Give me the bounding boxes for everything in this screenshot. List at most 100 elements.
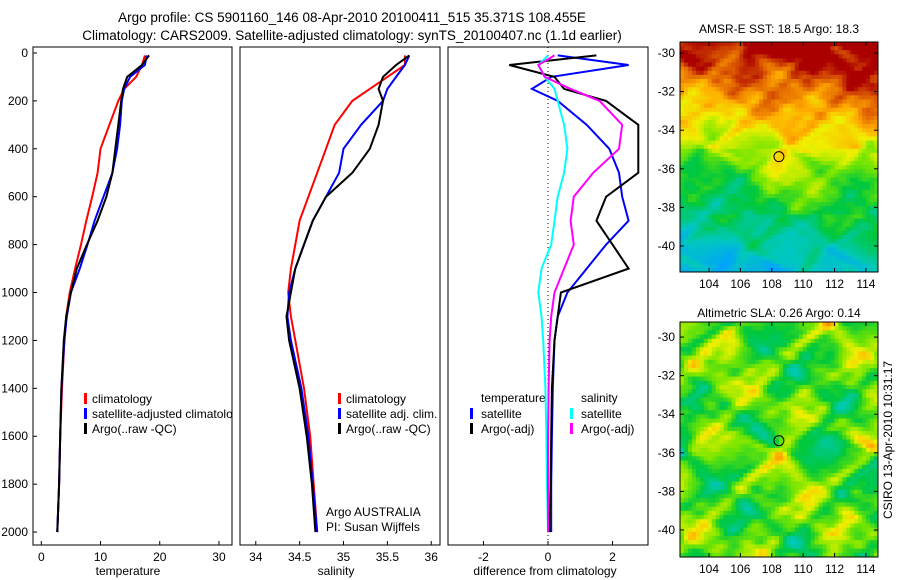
map-cell bbox=[818, 372, 824, 378]
map-cell bbox=[790, 380, 796, 386]
map-cell bbox=[719, 148, 725, 154]
map-cell bbox=[786, 251, 792, 257]
map-cell bbox=[858, 87, 863, 92]
map-cell bbox=[826, 107, 831, 113]
map-cell bbox=[858, 74, 863, 80]
map-cell bbox=[695, 95, 701, 100]
map-cell bbox=[759, 230, 764, 236]
map-cell bbox=[680, 42, 685, 47]
map-cell bbox=[814, 226, 820, 232]
map-cell bbox=[870, 111, 875, 117]
map-cell bbox=[763, 397, 768, 403]
map-cell bbox=[838, 152, 843, 158]
map-cell bbox=[862, 210, 867, 215]
map-cell bbox=[699, 243, 705, 248]
map-cell bbox=[699, 91, 705, 96]
note-pi: PI: Susan Wijffels bbox=[326, 520, 420, 534]
map-cell bbox=[751, 148, 756, 154]
map-cell bbox=[846, 87, 851, 92]
map-cell bbox=[767, 418, 772, 424]
map-cell bbox=[834, 489, 839, 495]
map-cell bbox=[763, 464, 768, 470]
map-cell bbox=[830, 152, 835, 158]
map-cell bbox=[866, 99, 871, 105]
map-cell bbox=[810, 363, 816, 369]
map-cell bbox=[763, 435, 768, 440]
map-cell bbox=[775, 255, 780, 261]
map-cell bbox=[854, 198, 859, 203]
map-cell bbox=[814, 161, 820, 166]
map-cell bbox=[739, 330, 744, 336]
map-cell bbox=[874, 91, 879, 96]
map-cell bbox=[874, 120, 879, 125]
map-cell bbox=[862, 83, 867, 88]
map-cell bbox=[870, 107, 875, 113]
map-cell bbox=[846, 226, 851, 232]
map-cell bbox=[826, 359, 831, 365]
map-cell bbox=[790, 372, 796, 378]
map-cell bbox=[763, 202, 768, 207]
map-cell bbox=[866, 136, 871, 142]
map-cell bbox=[834, 389, 839, 394]
map-cell bbox=[751, 401, 756, 407]
map-cell bbox=[814, 165, 820, 170]
map-cell bbox=[806, 372, 812, 378]
map-cell bbox=[695, 342, 701, 348]
map-cell bbox=[782, 206, 788, 211]
map-cell bbox=[870, 115, 875, 121]
map-cell bbox=[838, 148, 843, 154]
map-cell bbox=[858, 435, 863, 440]
map-cell bbox=[779, 401, 784, 407]
map-cell bbox=[771, 322, 776, 327]
map-cell bbox=[775, 181, 780, 187]
map-cell bbox=[707, 66, 713, 72]
map-cell bbox=[806, 468, 812, 474]
map-cell bbox=[866, 198, 871, 203]
map-cell bbox=[731, 351, 736, 357]
map-cell bbox=[731, 152, 736, 158]
map-cell bbox=[715, 489, 721, 495]
map-cell bbox=[782, 372, 788, 378]
map-cell bbox=[755, 50, 760, 55]
map-cell bbox=[830, 50, 835, 55]
map-cell bbox=[687, 456, 693, 461]
map-cell bbox=[834, 185, 839, 191]
map-cell bbox=[779, 338, 784, 344]
map-cell bbox=[814, 401, 820, 407]
map-cell bbox=[874, 485, 879, 491]
map-cell bbox=[755, 152, 760, 158]
map-cell bbox=[683, 342, 689, 348]
map-cell bbox=[683, 414, 689, 420]
map-cell bbox=[850, 144, 855, 150]
map-cell bbox=[731, 355, 736, 361]
map-cell bbox=[691, 115, 697, 121]
map-cell bbox=[751, 460, 756, 466]
map-cell bbox=[759, 267, 764, 273]
map-cell bbox=[822, 456, 828, 461]
map-cell bbox=[755, 177, 760, 183]
map-cell bbox=[866, 169, 871, 174]
map-cell bbox=[735, 330, 740, 336]
map-cell bbox=[727, 267, 732, 273]
map-cell bbox=[735, 136, 740, 142]
map-cell bbox=[782, 267, 788, 273]
map-cell bbox=[719, 165, 725, 170]
map-cell bbox=[850, 239, 855, 244]
map-cell bbox=[838, 185, 843, 191]
map-cell bbox=[727, 239, 732, 244]
map-cell bbox=[775, 251, 780, 257]
map-cell bbox=[731, 50, 736, 55]
map-cell bbox=[731, 132, 736, 137]
map-cell bbox=[743, 342, 748, 348]
map-cell bbox=[699, 494, 705, 499]
map-cell bbox=[743, 464, 748, 470]
map-cell bbox=[838, 447, 843, 453]
map-cell bbox=[743, 334, 748, 340]
map-cell bbox=[834, 83, 839, 88]
map-cell bbox=[715, 173, 721, 179]
map-cell bbox=[822, 322, 828, 327]
map-cell bbox=[739, 140, 744, 146]
map-cell bbox=[771, 376, 776, 382]
map-cell bbox=[775, 489, 780, 495]
map-cell bbox=[759, 111, 764, 117]
